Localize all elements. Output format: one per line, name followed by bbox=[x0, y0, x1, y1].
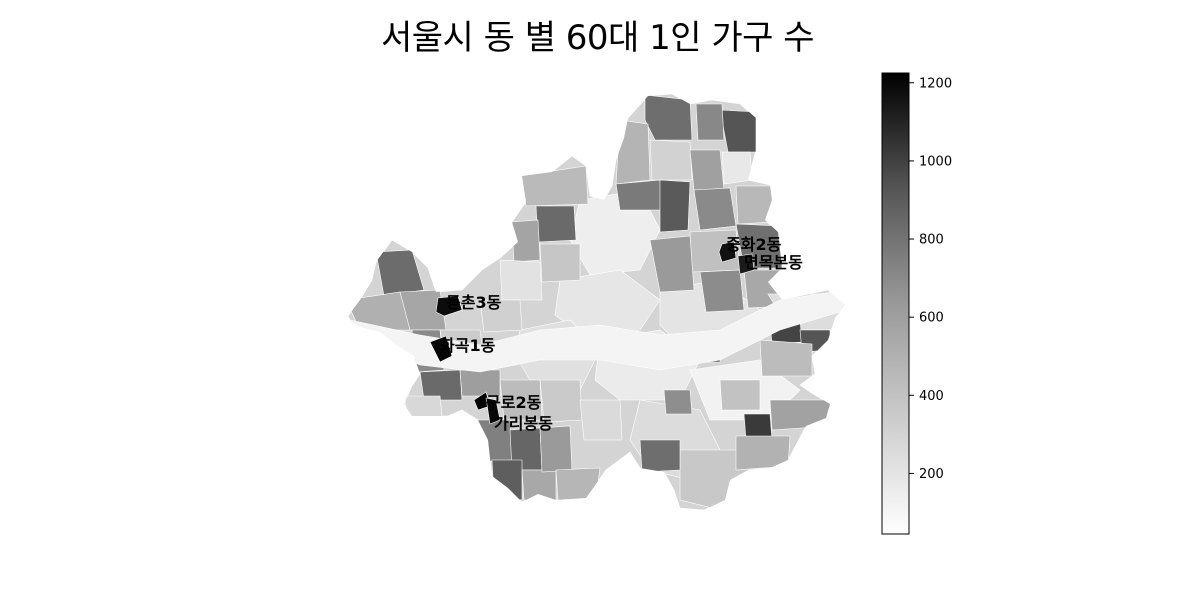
seoul-dong-map: 중화2동 면목본동 등촌3동 화곡1동 구로2동 가리봉동 bbox=[347, 93, 846, 511]
colorbar-tick-label: 400 bbox=[919, 389, 944, 404]
dong-junghwa2 bbox=[718, 241, 737, 263]
label-myeonmokbon: 면목본동 bbox=[744, 253, 803, 272]
label-deungchon3: 등촌3동 bbox=[446, 293, 502, 312]
dong-myeonmokbon bbox=[737, 253, 755, 275]
page-title: 서울시 동 별 60대 1인 가구 수 bbox=[380, 18, 815, 58]
label-guro2: 구로2동 bbox=[486, 393, 542, 412]
label-junghwa2: 중화2동 bbox=[726, 235, 782, 254]
colorbar-tick-label: 200 bbox=[919, 467, 944, 482]
dong-deungchon3 bbox=[435, 295, 463, 317]
colorbar-ticks: 200 400 600 800 1000 1200 bbox=[909, 76, 952, 482]
colorbar: 200 400 600 800 1000 1200 bbox=[881, 72, 952, 535]
colorbar-tick-label: 1000 bbox=[919, 154, 952, 169]
label-hwagok1: 화곡1동 bbox=[440, 336, 496, 355]
colorbar-tick-label: 800 bbox=[919, 233, 944, 248]
dong-garibong bbox=[485, 397, 501, 425]
dong-hwagok1 bbox=[429, 335, 453, 363]
colorbar-tick-label: 1200 bbox=[919, 76, 952, 91]
label-garibong: 가리봉동 bbox=[494, 414, 553, 433]
colorbar-gradient bbox=[881, 72, 910, 535]
colorbar-tick-label: 600 bbox=[919, 311, 944, 326]
